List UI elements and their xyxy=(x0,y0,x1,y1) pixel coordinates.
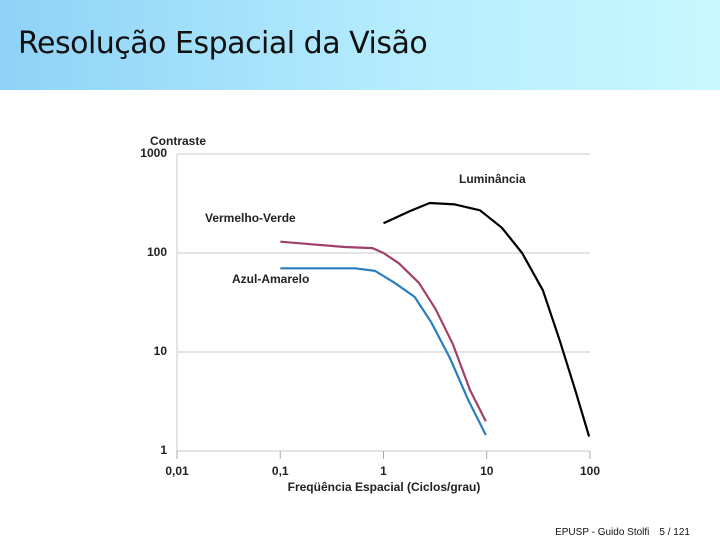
y-tick-label: 1000 xyxy=(140,146,167,160)
series-label: Vermelho-Verde xyxy=(205,211,296,225)
x-tick-label: 100 xyxy=(580,464,600,478)
series-label: Luminância xyxy=(459,172,526,186)
y-tick-label: 100 xyxy=(147,245,167,259)
y-tick-label: 1 xyxy=(160,443,167,457)
x-tick-label: 1 xyxy=(380,464,387,478)
y-tick-label: 10 xyxy=(154,344,168,358)
x-axis-title: Freqüência Espacial (Ciclos/grau) xyxy=(288,480,481,494)
x-tick-label: 0,01 xyxy=(165,464,189,478)
slide-title: Resolução Espacial da Visão xyxy=(18,26,428,61)
x-tick-label: 0,1 xyxy=(272,464,289,478)
line-series xyxy=(383,201,591,437)
line-series xyxy=(280,240,487,422)
page-number: 5 / 121 xyxy=(659,527,690,538)
footer-text: EPUSP - Guido Stolfi xyxy=(555,527,650,538)
line-series xyxy=(280,267,487,436)
series-label: Azul-Amarelo xyxy=(232,272,309,286)
y-axis-title: Contraste xyxy=(150,134,206,148)
x-tick-label: 10 xyxy=(480,464,494,478)
footer: EPUSP - Guido Stolfi 5 / 121 xyxy=(545,527,690,538)
title-bar xyxy=(0,0,720,90)
